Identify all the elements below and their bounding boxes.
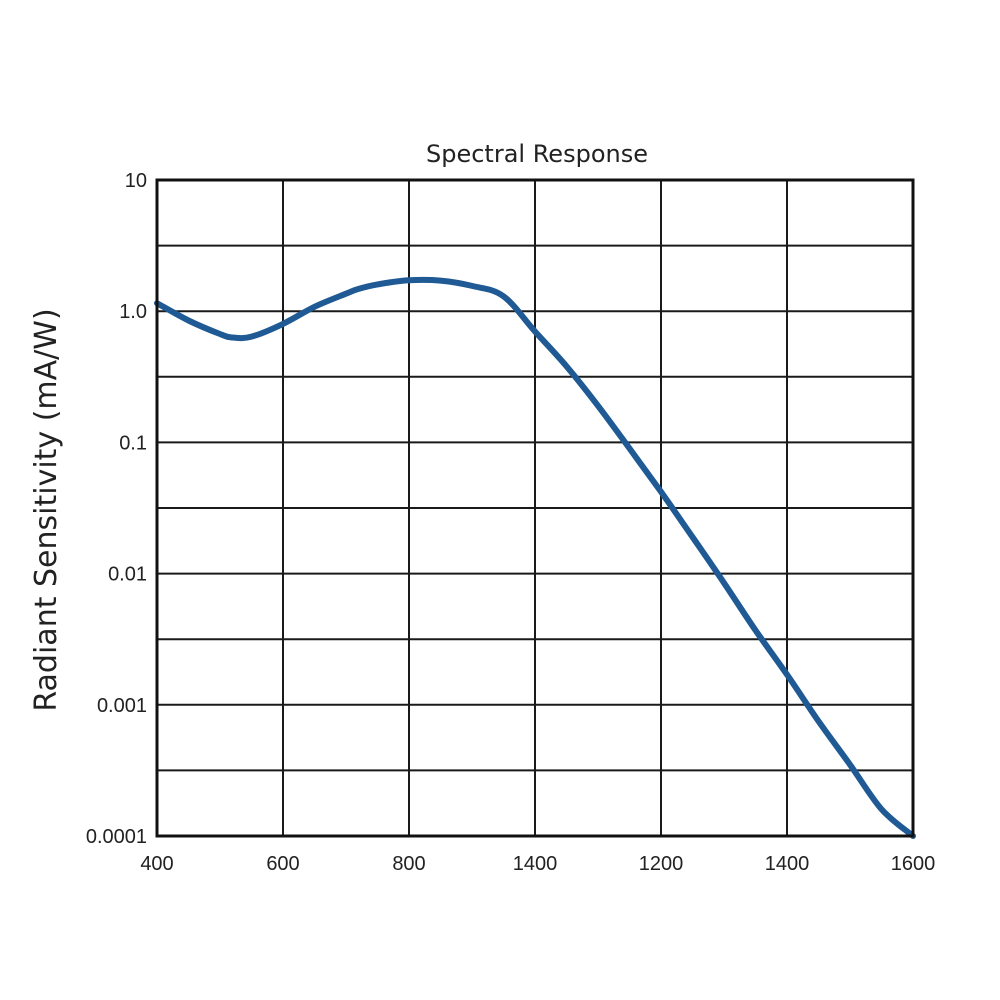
x-tick-label: 800 bbox=[392, 853, 425, 875]
y-tick-label: 10 bbox=[125, 170, 147, 192]
chart-title: Spectral Response bbox=[426, 140, 648, 168]
x-tick-label: 1600 bbox=[891, 853, 936, 875]
y-tick-label: 0.01 bbox=[108, 564, 147, 586]
y-tick-labels: 10 1.0 0.1 0.01 0.001 0.0001 bbox=[86, 170, 147, 848]
plot-frame bbox=[155, 178, 915, 838]
x-tick-label: 600 bbox=[266, 853, 299, 875]
x-tick-labels: 400 600 800 1400 1200 1400 1600 bbox=[140, 853, 935, 875]
series-line bbox=[154, 276, 916, 839]
y-tick-label: 0.0001 bbox=[86, 826, 147, 848]
grid-lines bbox=[157, 180, 913, 836]
y-tick-label: 0.1 bbox=[119, 432, 147, 454]
x-tick-label: 1200 bbox=[639, 853, 684, 875]
x-tick-label: 1400 bbox=[765, 853, 810, 875]
x-tick-label: 400 bbox=[140, 853, 173, 875]
x-tick-label: 1400 bbox=[513, 853, 558, 875]
y-tick-label: 1.0 bbox=[119, 301, 147, 323]
y-tick-label: 0.001 bbox=[97, 695, 147, 717]
y-axis-title: Radiant Sensitivity (mA/W) bbox=[29, 308, 64, 711]
